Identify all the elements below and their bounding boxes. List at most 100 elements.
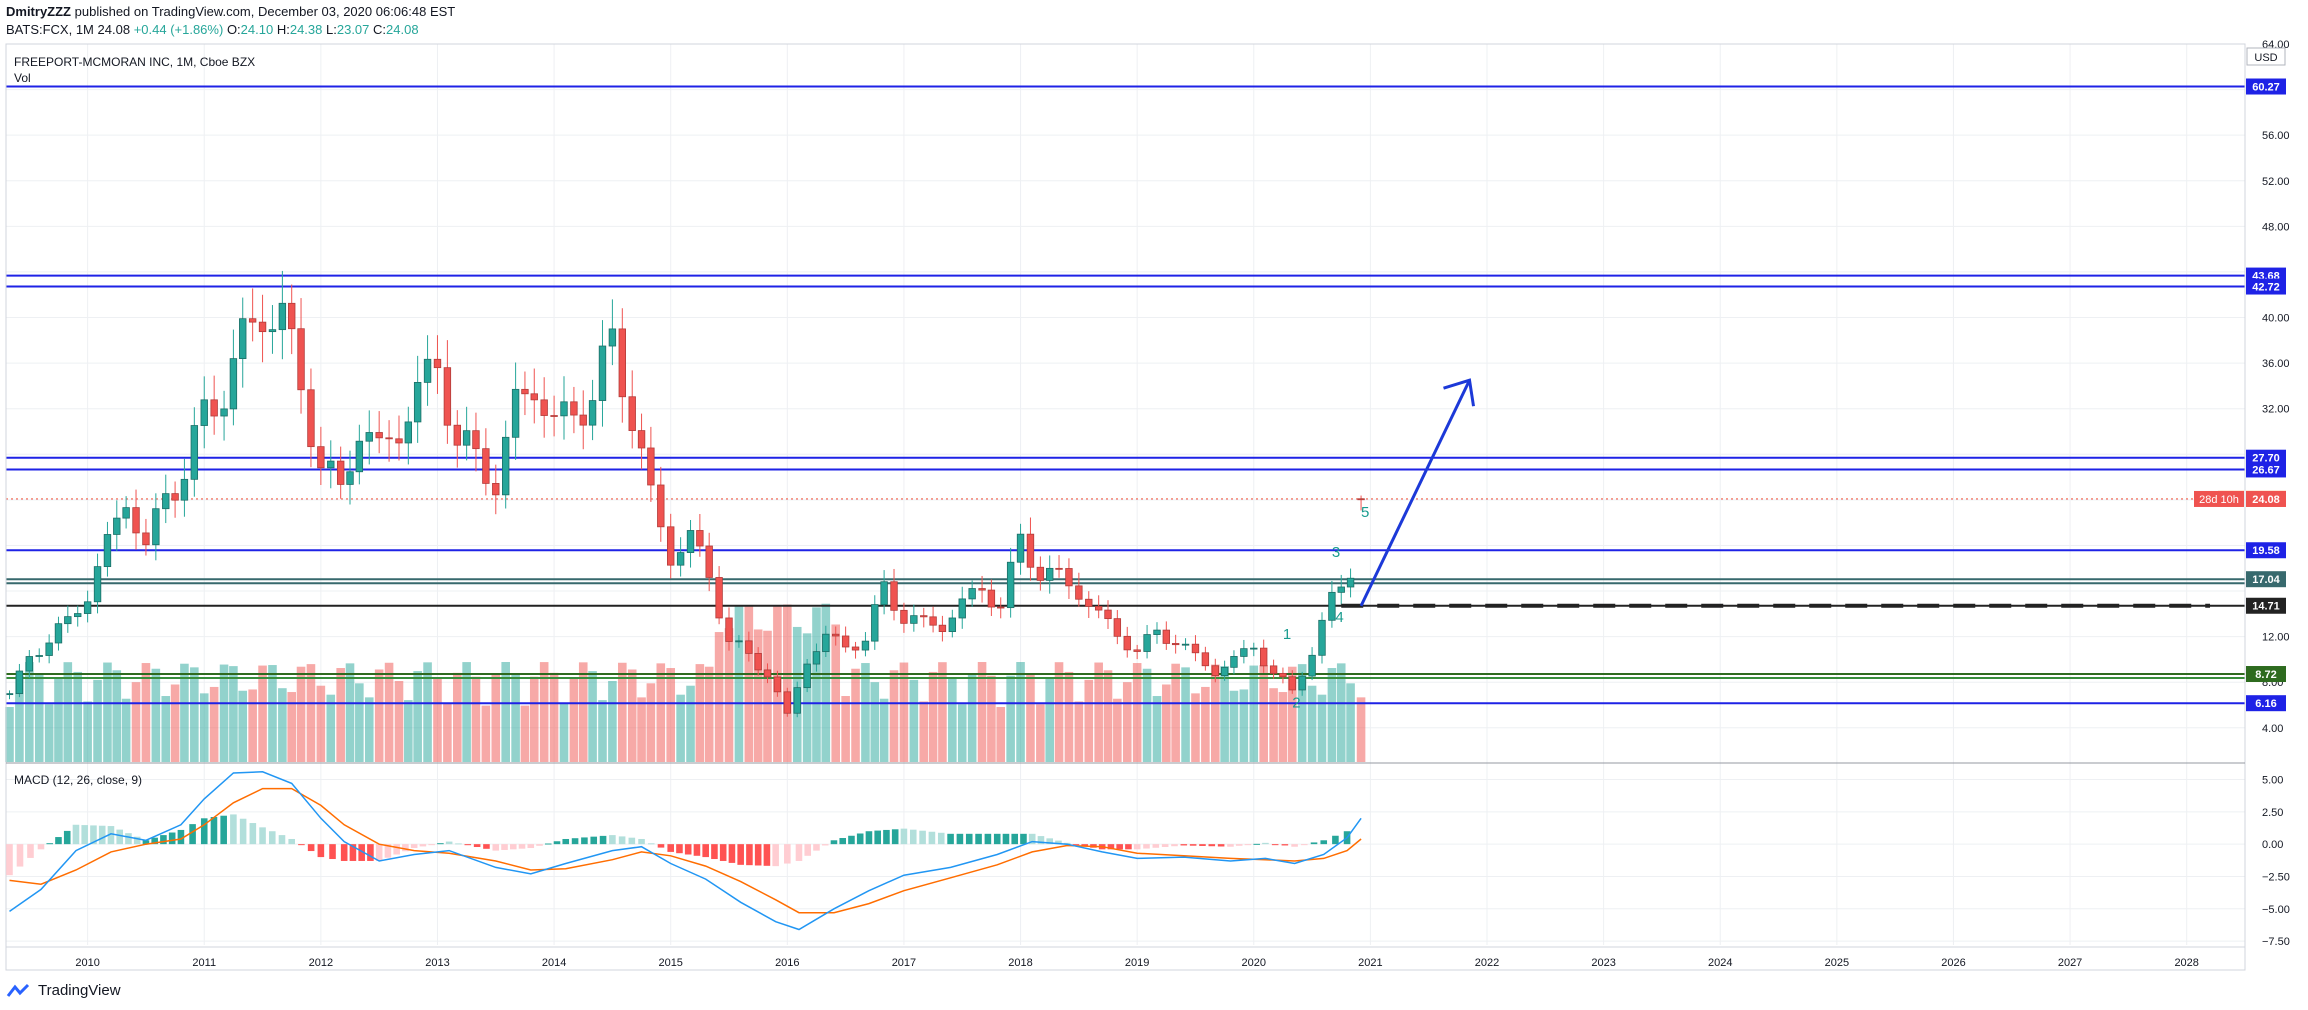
volume-bar <box>471 676 481 762</box>
candle-body <box>968 588 976 600</box>
volume-bar <box>676 694 685 762</box>
macd-histogram-bar <box>909 829 917 845</box>
candle-body <box>1357 498 1365 501</box>
candle-body <box>725 617 733 642</box>
macd-histogram-bar <box>676 844 683 854</box>
candle-body <box>248 318 257 323</box>
candle-body <box>657 484 665 528</box>
volume-bar <box>501 662 510 762</box>
wave-label[interactable]: 5 <box>1361 504 1369 521</box>
volume-bar <box>190 667 199 762</box>
projection-arrow-head[interactable] <box>1443 378 1475 407</box>
macd-histogram-bar <box>693 844 701 856</box>
macd-histogram-bar <box>754 844 762 866</box>
price-tag-26.67: 26.67 <box>2246 461 2286 478</box>
macd-histogram-bar <box>1133 844 1141 850</box>
volume-bar <box>1006 675 1015 762</box>
volume-bar <box>909 679 919 762</box>
macd-tick-label: 0.00 <box>2262 839 2283 851</box>
candle-body <box>113 517 121 535</box>
candle-body <box>346 471 354 485</box>
macd-histogram-bar <box>16 844 24 867</box>
volume-bar <box>1026 673 1035 762</box>
macd-histogram-bar <box>27 844 34 858</box>
macd-histogram-bar <box>189 824 196 845</box>
x-tick-label: 2024 <box>1708 957 1732 969</box>
macd-histogram-bar <box>239 818 247 845</box>
volume-bar <box>25 662 34 762</box>
macd-histogram-bar <box>667 844 674 852</box>
candle-body <box>1181 643 1190 646</box>
price-tag-text: 8.72 <box>2255 669 2276 681</box>
currency-box[interactable] <box>2246 47 2286 66</box>
macd-histogram-bar <box>993 833 1001 845</box>
candle-body <box>492 483 500 496</box>
candle-body <box>200 399 208 426</box>
candle-body <box>1308 654 1316 677</box>
volume-bar <box>851 668 860 762</box>
macd-histogram-bar <box>590 836 598 845</box>
low-value: 23.07 <box>336 22 370 37</box>
macd-tick-label: 2.50 <box>2262 807 2283 819</box>
macd-histogram-bar <box>492 844 500 851</box>
volume-bar <box>1191 693 1200 762</box>
tradingview-footer[interactable]: TradingView <box>6 982 121 999</box>
volume-bar <box>1356 697 1366 762</box>
volume-bar <box>355 683 364 762</box>
wave-label[interactable]: 1 <box>1283 626 1291 643</box>
volume-bar <box>646 683 656 762</box>
macd-histogram-bar <box>1125 844 1132 850</box>
x-tick-label: 2028 <box>2174 957 2198 969</box>
annotations[interactable]: 1 2 3 4 5 <box>1283 378 2211 711</box>
x-tick-label: 2010 <box>75 957 99 969</box>
low-label: L: <box>326 22 337 37</box>
volume-bar <box>1171 663 1180 762</box>
candle-body <box>472 430 480 450</box>
candle-body <box>190 425 199 480</box>
candle-body <box>1211 665 1219 677</box>
volume-bar <box>763 630 772 762</box>
currency-label: USD <box>2254 52 2277 64</box>
candle-body <box>210 399 218 417</box>
candle-body <box>1191 643 1200 654</box>
wave-label[interactable]: 3 <box>1332 544 1340 561</box>
candle-body <box>745 640 753 654</box>
x-tick-label: 2013 <box>425 957 449 969</box>
volume-bar <box>1152 696 1162 762</box>
macd-histogram-bar <box>151 837 158 845</box>
candle-body <box>511 388 520 438</box>
candle-body <box>25 656 34 672</box>
volume-bar <box>268 665 277 762</box>
macd-histogram-bar <box>1002 833 1010 845</box>
macd-histogram-bar <box>210 817 218 845</box>
author-name[interactable]: DmitryZZZ <box>6 4 71 19</box>
volume-bar <box>802 633 812 762</box>
volume-bar <box>161 696 171 762</box>
price-tag-text: 42.72 <box>2252 282 2280 294</box>
volume-bar <box>258 665 267 762</box>
close-value: 24.08 <box>386 22 419 37</box>
candle-body <box>1133 649 1141 652</box>
volume-bar <box>841 696 850 762</box>
volume-bar <box>861 663 870 762</box>
candle-body <box>433 358 442 369</box>
wave-label[interactable]: 4 <box>1335 609 1343 626</box>
macd-histogram-bar <box>220 815 227 845</box>
candle-body <box>1201 652 1210 667</box>
x-tick-label: 2027 <box>2058 957 2082 969</box>
projection-arrow-line[interactable] <box>1359 379 1471 607</box>
volume-bar <box>1084 679 1094 762</box>
volume-bar <box>1016 662 1025 762</box>
macd-histogram-bar <box>358 844 365 861</box>
macd-histogram-bar <box>647 843 655 845</box>
symbol-label[interactable]: BATS:FCX, 1M <box>6 22 94 37</box>
volume-bar <box>1103 670 1113 762</box>
wave-label[interactable]: 2 <box>1292 694 1300 711</box>
candle-body <box>920 615 928 618</box>
candle-body <box>132 507 140 534</box>
volume-bar <box>248 689 257 762</box>
horizontal-levels[interactable] <box>6 85 2245 705</box>
macd-histogram-bar <box>464 844 472 846</box>
macd-histogram-bar <box>160 835 167 845</box>
